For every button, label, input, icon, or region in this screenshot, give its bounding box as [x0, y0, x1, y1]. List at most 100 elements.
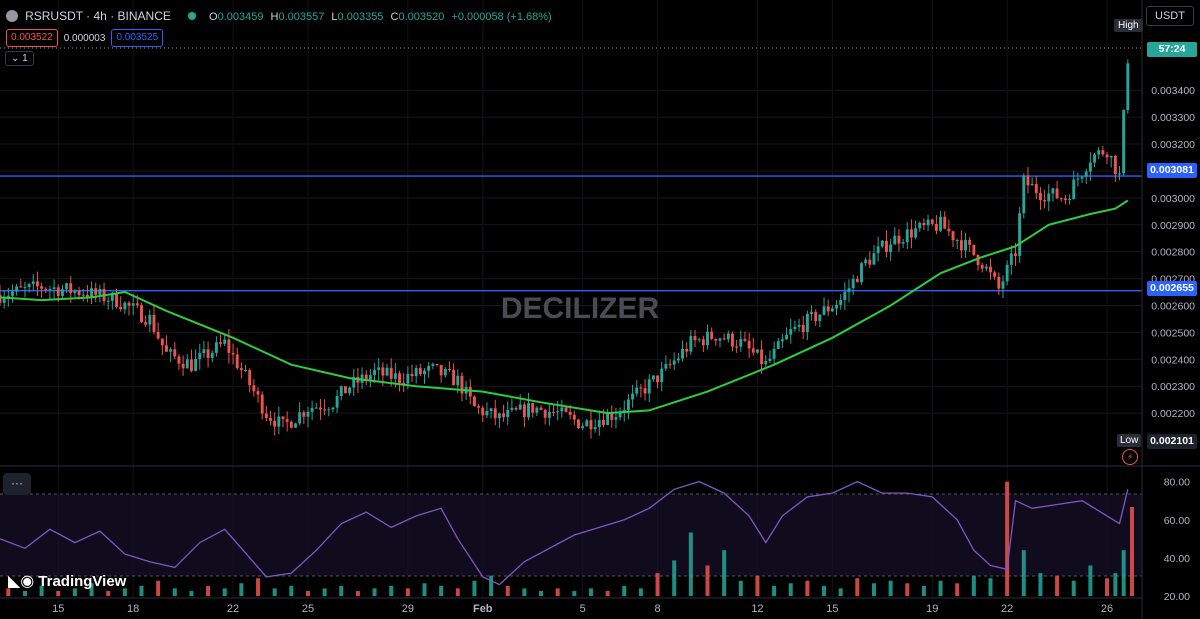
candle-body [909, 229, 913, 238]
candle-body [726, 333, 730, 340]
candle-body [739, 339, 743, 347]
volume-bar [239, 583, 244, 596]
pane-menu-button[interactable]: ··· [3, 473, 31, 495]
candle-body [951, 231, 955, 241]
candle-body [219, 342, 223, 344]
sell-price-button[interactable]: 0.003522 [6, 29, 58, 47]
price-tick-label: 0.003300 [1151, 112, 1195, 124]
rsi-tick-label: 20.00 [1164, 591, 1190, 603]
open-value: 0.003459 [217, 11, 264, 23]
candle-body [1113, 155, 1117, 175]
volume-bar [1055, 575, 1060, 596]
candle-body [1084, 171, 1088, 177]
candle-body [681, 348, 684, 359]
candle-body [2, 298, 6, 303]
symbol-icon [6, 10, 18, 22]
volume-bar [655, 573, 660, 596]
candle-body [610, 413, 614, 420]
candle-body [631, 393, 635, 400]
more-icon: ··· [11, 476, 23, 490]
volume-bar [871, 583, 876, 596]
candle-body [934, 223, 938, 231]
candle-body [298, 412, 302, 424]
candle-body [993, 272, 997, 277]
candle-body [531, 403, 535, 413]
symbol-title[interactable]: RSRUSDT · 4h · BINANCE [25, 9, 171, 23]
candle-body [851, 278, 855, 289]
candle-body [789, 329, 793, 335]
candle-body [1068, 199, 1072, 201]
candle-body [94, 288, 98, 295]
spread-value: 0.000003 [63, 32, 106, 44]
volume-bar [355, 590, 360, 596]
candle-body [980, 265, 984, 269]
candle-body [868, 259, 872, 265]
candle-body [506, 409, 510, 418]
candle-body [706, 331, 709, 346]
candle-body [306, 411, 310, 417]
candle-body [260, 394, 264, 414]
low-value-tag: 0.002101 [1147, 434, 1197, 449]
candle-body [1026, 175, 1030, 186]
candle-body [60, 289, 64, 296]
candle-body [185, 359, 189, 369]
time-tick-label: 12 [751, 603, 763, 615]
level-upper-tag: 0.003081 [1147, 163, 1197, 178]
candle-body [1109, 155, 1113, 158]
candle-body [572, 414, 576, 420]
candle-body [368, 375, 372, 380]
candle-body [1001, 281, 1005, 289]
candle-body [269, 417, 272, 421]
candle-body [1101, 150, 1105, 155]
candle-body [822, 306, 826, 315]
candle-body [1014, 253, 1017, 256]
buy-price-button[interactable]: 0.003525 [111, 29, 164, 47]
volume-bar [805, 580, 810, 596]
candle-body [522, 404, 526, 418]
candle-body [922, 222, 926, 226]
candle-body [801, 324, 805, 333]
candle-body [452, 370, 456, 386]
candle-body [810, 311, 814, 314]
tradingview-logo[interactable]: ◣◉ TradingView [8, 571, 126, 591]
candle-body [597, 420, 601, 428]
candle-body [835, 304, 838, 309]
candle-body [331, 407, 335, 410]
candle-body [106, 300, 110, 302]
price-tick-label: 0.002500 [1151, 327, 1195, 339]
lightning-icon[interactable]: ⚡ [1122, 449, 1138, 465]
candle-body [502, 413, 506, 418]
candle-body [1093, 154, 1097, 163]
candle-body [252, 385, 256, 392]
volume-bar [455, 588, 460, 596]
candle-body [256, 391, 260, 395]
candle-body [497, 413, 501, 419]
volume-bar [688, 532, 693, 596]
candle-body [318, 407, 322, 410]
candle-body [793, 326, 797, 330]
candle-body [23, 286, 27, 288]
candle-body [880, 240, 884, 247]
indicator-toggle-button[interactable]: ⌄ 1 [5, 51, 34, 66]
candle-body [11, 291, 14, 296]
candle-body [177, 356, 181, 364]
volume-bar [955, 583, 960, 596]
candle-body [27, 284, 31, 287]
candle-body [439, 365, 443, 376]
candle-body [1038, 193, 1042, 201]
candle-body [939, 216, 943, 231]
candle-body [618, 412, 622, 418]
candle-body [19, 286, 23, 288]
candle-body [90, 288, 94, 298]
candle-body [805, 313, 809, 333]
candle-body [1076, 178, 1080, 180]
candle-body [48, 288, 52, 290]
volume-bar [1038, 573, 1043, 596]
candle-body [997, 276, 1001, 289]
candle-body [456, 375, 460, 386]
candle-body [926, 219, 930, 226]
candle-body [56, 287, 60, 296]
candle-body [231, 352, 235, 355]
currency-button[interactable]: USDT [1146, 6, 1194, 26]
